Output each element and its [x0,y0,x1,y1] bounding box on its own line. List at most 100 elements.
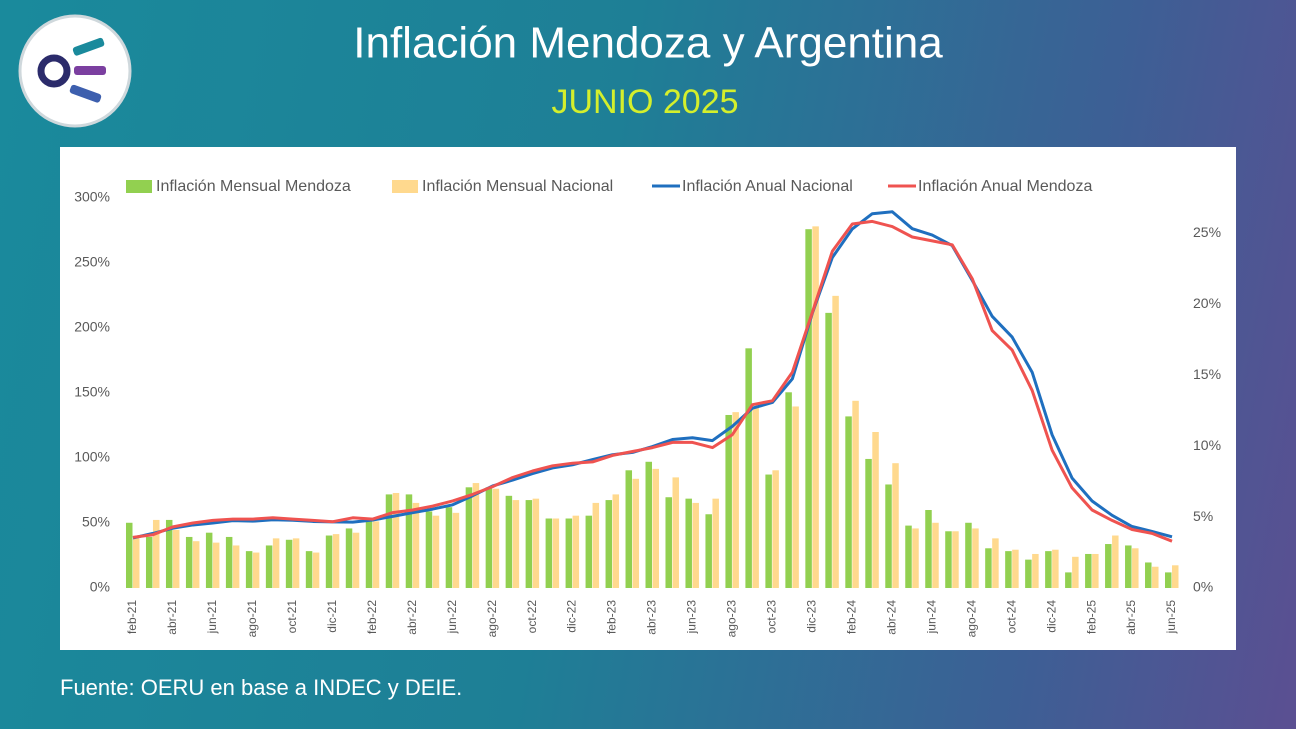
bar [532,498,540,588]
bar [1165,572,1172,588]
x-tick-label: feb-24 [844,600,858,634]
bar [305,551,313,588]
bar [265,545,273,588]
x-tick-label: ago-23 [725,600,739,638]
y-tick-label: 100% [74,449,110,465]
bar [1072,556,1079,588]
bar [1172,565,1179,588]
bar [892,463,899,588]
x-tick-label: ago-21 [245,600,259,638]
bar [885,484,892,588]
bar [425,511,433,588]
bar [925,510,932,588]
x-tick-label: ago-24 [964,600,978,638]
bar [1052,549,1059,588]
legend-swatch [392,180,418,193]
y-tick-label: 300% [74,189,110,205]
bar [545,518,553,588]
bar [205,532,213,588]
source: Fuente: OERU en base a INDEC y DEIE. [60,675,462,700]
bar [625,470,633,588]
bar [872,432,879,588]
bar [1032,553,1039,588]
legend-label: Inflación Mensual Nacional [422,178,613,195]
bar [412,502,420,588]
bar [392,492,400,588]
bar [485,487,493,588]
bar [792,406,799,588]
bar [165,519,173,588]
bar [312,552,320,588]
bar [185,536,193,588]
bar [805,229,812,588]
y2-tick-label: 0% [1193,579,1213,595]
bar [552,518,560,588]
bar [1065,572,1072,588]
bar [492,488,500,588]
bar [952,531,959,588]
bar [465,487,473,588]
bar [972,528,979,588]
y2-tick-label: 20% [1193,295,1221,311]
bar [945,531,952,588]
bar [985,548,992,588]
x-tick-label: oct-23 [765,600,779,634]
bar [505,495,513,588]
bar [765,474,772,588]
bar [725,414,732,588]
bar [432,515,440,588]
bar [565,518,573,588]
bar [525,500,533,588]
bar [272,538,280,588]
bar [365,521,373,588]
y-tick-label: 50% [82,514,110,530]
subtitle: JUNIO 2025 [551,83,738,121]
x-tick-label: abr-21 [165,600,179,635]
x-tick-label: feb-22 [365,600,379,634]
bar [1005,551,1012,588]
bar [172,529,180,588]
bar [665,497,672,588]
legend-label: Inflación Anual Mendoza [918,178,1092,195]
line [132,219,1173,543]
bar [965,522,972,588]
bar [1112,535,1119,588]
bar [145,536,153,588]
bar [1145,562,1152,588]
bar [1025,559,1032,588]
bar [705,514,712,588]
bar [212,542,220,588]
bar [1152,566,1159,588]
x-tick-label: abr-23 [645,600,659,635]
x-tick-label: jun-24 [924,600,938,635]
x-tick-label: abr-22 [405,600,419,635]
bar [852,400,859,588]
bar [592,502,600,588]
x-tick-label: feb-25 [1084,600,1098,634]
x-tick-label: abr-24 [884,600,898,635]
bar [1132,548,1139,588]
bar [252,552,260,588]
bar [772,470,779,588]
y-tick-label: 200% [74,319,110,335]
bar [405,494,413,588]
x-tick-label: jun-25 [1164,600,1178,635]
bar [452,512,460,588]
bar [1092,553,1099,588]
x-tick-label: oct-22 [525,600,539,634]
x-tick-label: abr-25 [1124,600,1138,635]
y2-tick-label: 10% [1193,437,1221,453]
x-tick-label: feb-23 [605,600,619,634]
bar [1085,553,1092,588]
bar [745,348,752,588]
bar [332,534,340,588]
legend-label: Inflación Mensual Mendoza [156,178,351,195]
bar [572,515,580,588]
x-tick-label: dic-24 [1044,600,1058,633]
bar [785,392,792,588]
bar [372,521,380,588]
bar [152,519,160,588]
bar [385,494,393,588]
x-tick-label: oct-24 [1004,600,1018,634]
